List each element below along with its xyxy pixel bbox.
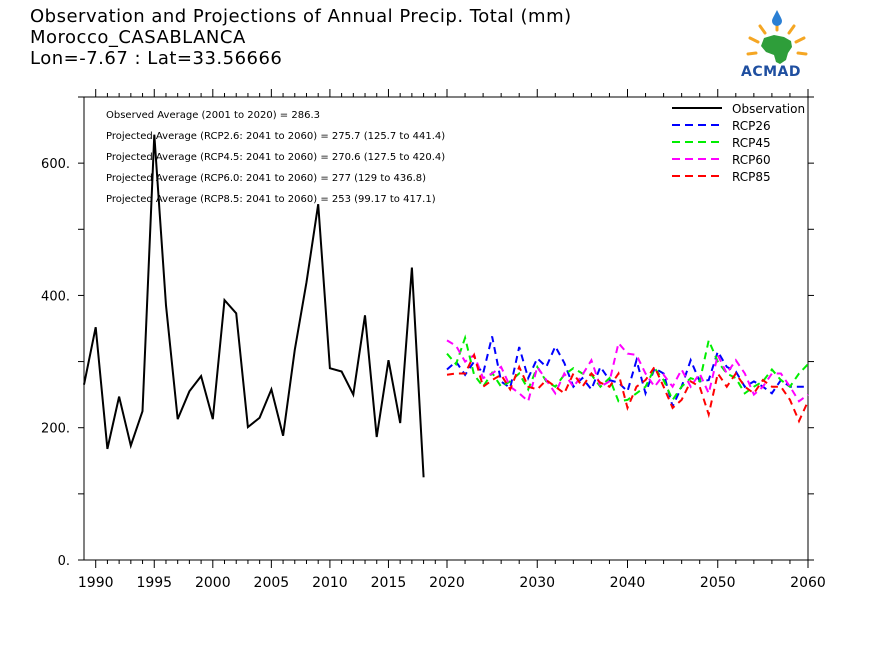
x-tick-label: 2050 xyxy=(700,575,736,591)
series-line-rcp26 xyxy=(446,336,808,410)
stats-annotation: Projected Average (RCP2.6: 2041 to 2060)… xyxy=(106,131,445,142)
legend-label: RCP26 xyxy=(732,119,771,133)
series-line-rcp85 xyxy=(446,352,809,424)
stats-annotation: Observed Average (2001 to 2020) = 286.3 xyxy=(106,110,320,121)
y-tick-label: 200. xyxy=(41,422,70,437)
acmad-logo-icon xyxy=(746,10,808,64)
x-tick-label: 2010 xyxy=(312,575,348,591)
x-tick-label: 2060 xyxy=(790,575,826,591)
stats-annotation: Projected Average (RCP4.5: 2041 to 2060)… xyxy=(106,152,445,163)
chart-title-block: Observation and Projections of Annual Pr… xyxy=(30,6,572,69)
series-line-rcp45 xyxy=(446,334,809,403)
x-tick-label: 1990 xyxy=(78,575,114,591)
series-line-rcp60 xyxy=(446,339,809,404)
chart-subtitle-coordinates: Lon=-7.67 : Lat=33.56666 xyxy=(30,48,283,69)
legend-label: Observation xyxy=(732,102,805,116)
y-tick-label: 0. xyxy=(58,554,70,569)
x-tick-label: 2015 xyxy=(371,575,407,591)
series-line-observation xyxy=(83,134,425,478)
x-tick-label: 2040 xyxy=(610,575,646,591)
x-tick-label: 2005 xyxy=(254,575,290,591)
acmad-logo-text: ACMAD xyxy=(741,64,801,80)
chart-title: Observation and Projections of Annual Pr… xyxy=(30,6,572,27)
plot-frame xyxy=(83,96,809,561)
stats-annotation: Projected Average (RCP8.5: 2041 to 2060)… xyxy=(106,194,436,205)
x-tick-label: 2020 xyxy=(429,575,465,591)
chart-subtitle-station: Morocco_CASABLANCA xyxy=(30,27,246,48)
stats-annotation: Projected Average (RCP6.0: 2041 to 2060)… xyxy=(106,173,426,184)
legend-label: RCP85 xyxy=(732,170,771,184)
y-tick-label: 400. xyxy=(41,289,70,304)
legend-label: RCP45 xyxy=(732,136,771,150)
x-tick-label: 2000 xyxy=(195,575,231,591)
legend-label: RCP60 xyxy=(732,153,771,167)
y-tick-label: 600. xyxy=(41,157,70,172)
x-tick-label: 2030 xyxy=(519,575,555,591)
x-tick-label: 1995 xyxy=(136,575,172,591)
